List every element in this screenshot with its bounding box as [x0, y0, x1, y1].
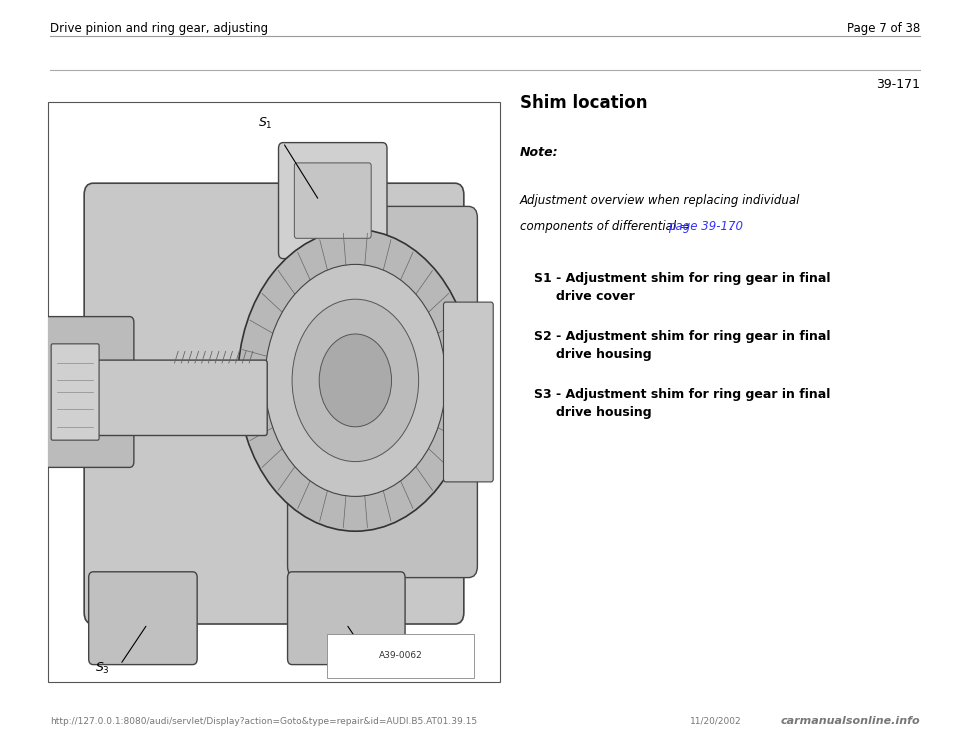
Text: Page 7 of 38: Page 7 of 38: [847, 22, 920, 35]
Text: 11/20/2002: 11/20/2002: [690, 717, 742, 726]
Text: 39-171: 39-171: [876, 78, 920, 91]
Text: http://127.0.0.1:8080/audi/servlet/Display?action=Goto&type=repair&id=AUDI.B5.AT: http://127.0.0.1:8080/audi/servlet/Displ…: [50, 717, 477, 726]
Text: $S_2$: $S_2$: [380, 661, 395, 676]
Text: S1 - Adjustment shim for ring gear in final: S1 - Adjustment shim for ring gear in fi…: [534, 272, 830, 285]
FancyBboxPatch shape: [288, 206, 477, 577]
FancyBboxPatch shape: [43, 317, 133, 467]
Text: Drive pinion and ring gear, adjusting: Drive pinion and ring gear, adjusting: [50, 22, 268, 35]
FancyBboxPatch shape: [444, 302, 493, 482]
Circle shape: [265, 264, 445, 496]
Text: drive cover: drive cover: [556, 290, 635, 303]
Text: A39-0062: A39-0062: [378, 651, 422, 660]
FancyBboxPatch shape: [327, 634, 474, 678]
Text: .: .: [726, 220, 733, 233]
FancyBboxPatch shape: [88, 572, 197, 665]
FancyBboxPatch shape: [278, 142, 387, 259]
FancyBboxPatch shape: [288, 572, 405, 665]
Text: $S_3$: $S_3$: [95, 661, 109, 676]
Text: S3 - Adjustment shim for ring gear in final: S3 - Adjustment shim for ring gear in fi…: [534, 388, 830, 401]
Text: $S_1$: $S_1$: [257, 116, 273, 131]
Text: page 39-170: page 39-170: [668, 220, 743, 233]
FancyBboxPatch shape: [84, 183, 464, 624]
Circle shape: [292, 299, 419, 462]
Text: Adjustment overview when replacing individual: Adjustment overview when replacing indiv…: [520, 194, 801, 207]
Text: drive housing: drive housing: [556, 406, 652, 419]
Text: carmanualsonline.info: carmanualsonline.info: [780, 716, 920, 726]
Circle shape: [319, 334, 392, 427]
FancyBboxPatch shape: [51, 344, 99, 440]
Circle shape: [238, 229, 473, 531]
Bar: [48, 102, 500, 682]
Text: components of differential ⇒: components of differential ⇒: [520, 220, 693, 233]
Text: Note:: Note:: [520, 146, 559, 159]
FancyBboxPatch shape: [82, 360, 267, 436]
Text: Shim location: Shim location: [520, 94, 647, 112]
FancyBboxPatch shape: [295, 163, 372, 238]
Text: drive housing: drive housing: [556, 348, 652, 361]
Text: S2 - Adjustment shim for ring gear in final: S2 - Adjustment shim for ring gear in fi…: [534, 330, 830, 343]
